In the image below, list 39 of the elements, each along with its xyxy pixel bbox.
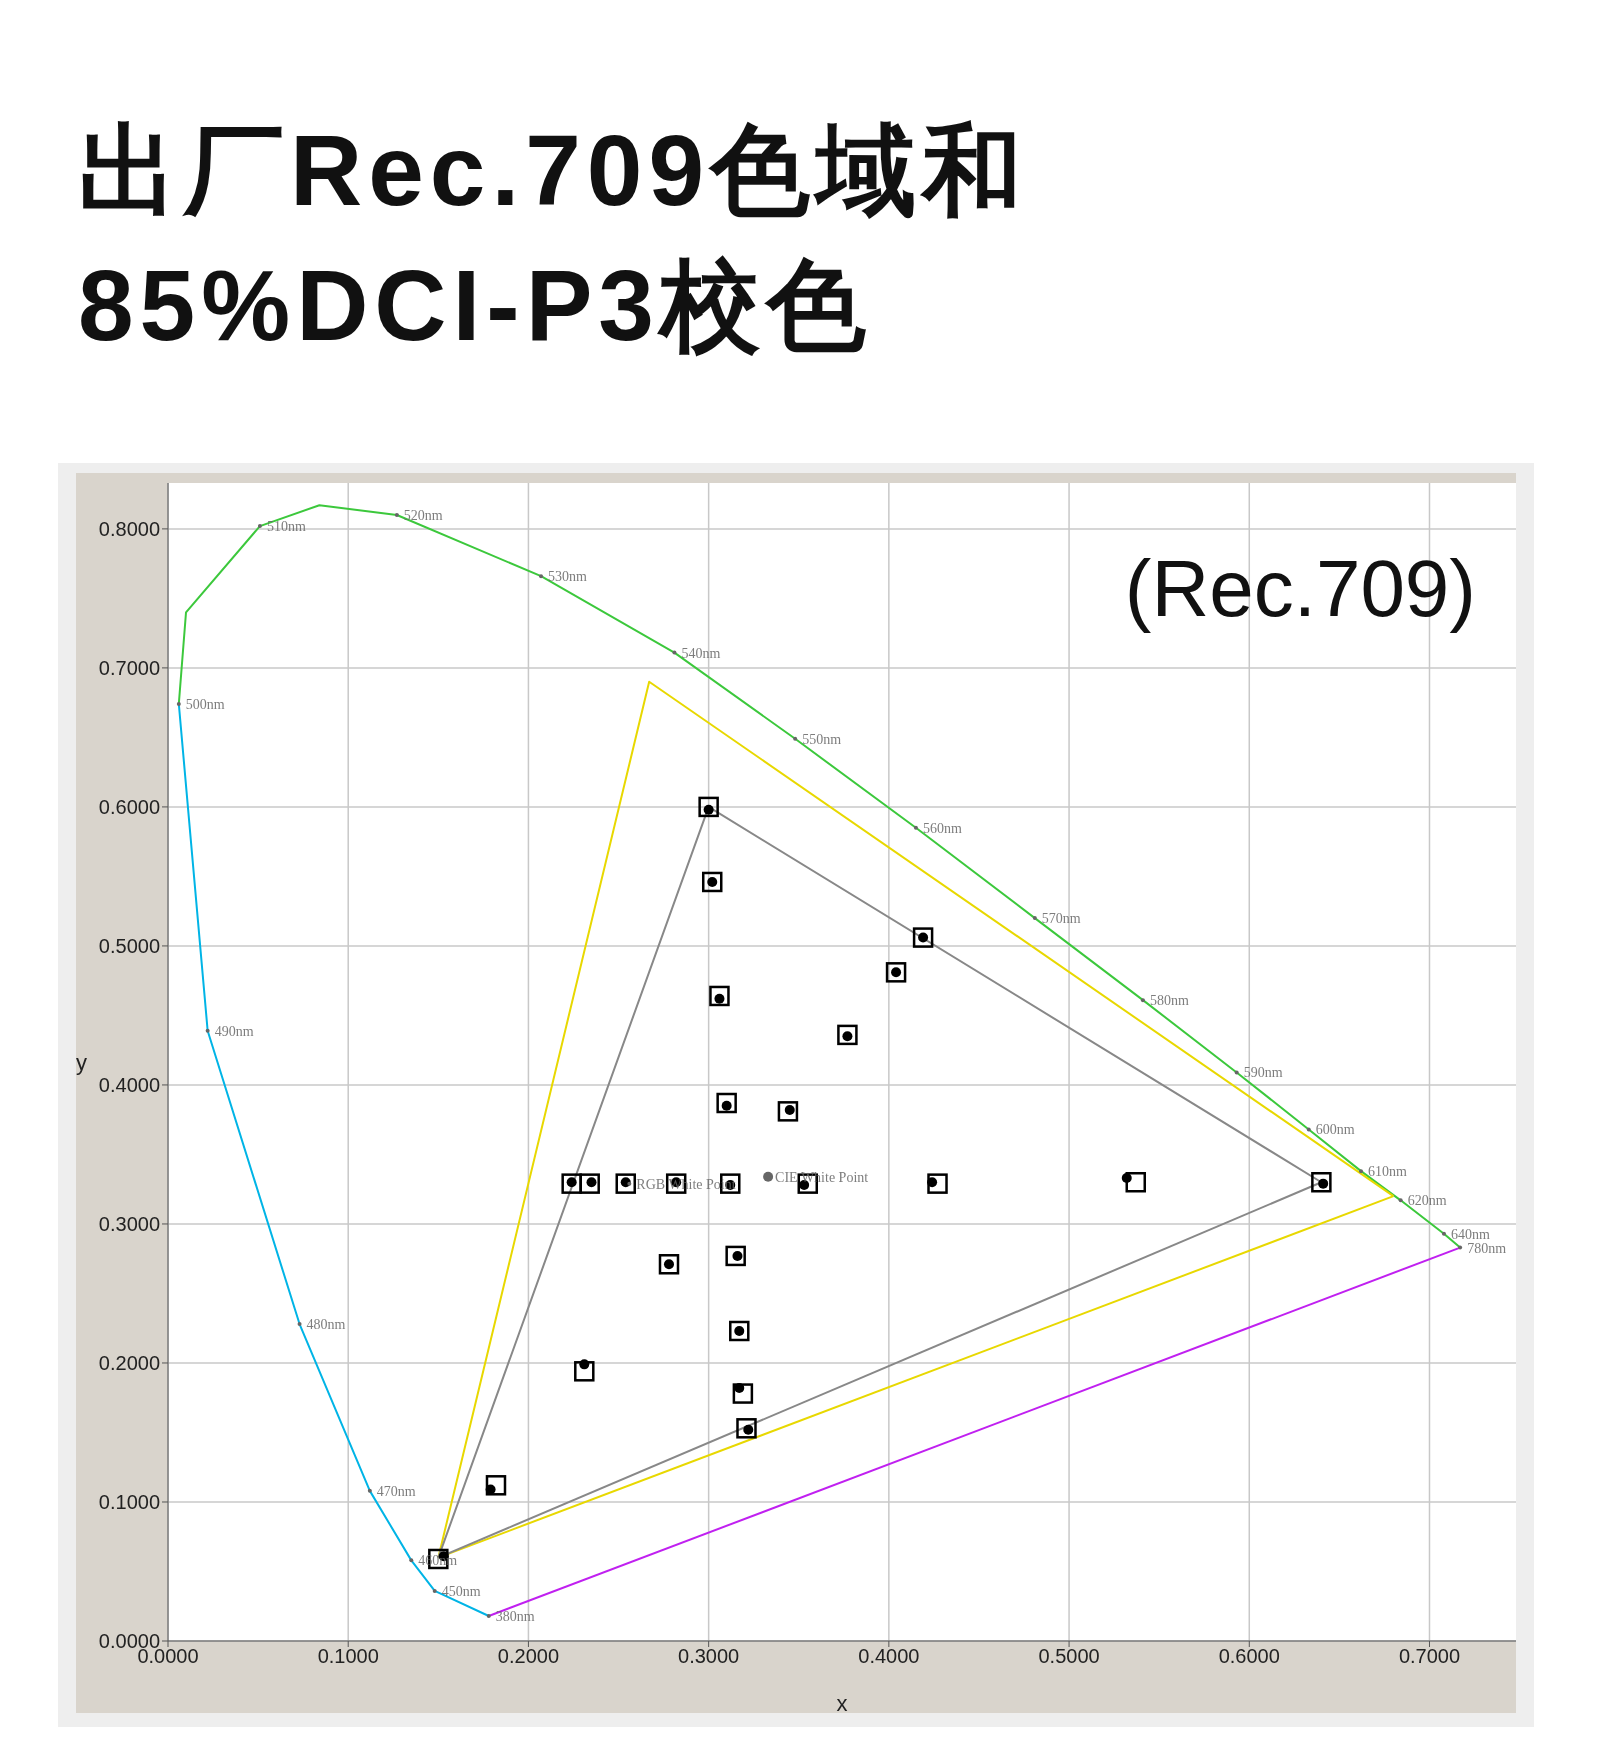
annotation: 520nm (403, 507, 443, 523)
y-tick-label: 0.3000 (98, 1213, 160, 1236)
y-tick-label: 0.1000 (98, 1491, 160, 1514)
annotation: (Rec.709) (1124, 543, 1476, 635)
annotation: 450nm (441, 1583, 481, 1599)
y-tick-label: 0.5000 (98, 935, 160, 958)
annotation: 570nm (1041, 911, 1081, 927)
annotation: 490nm (214, 1023, 254, 1039)
x-tick-label: 0.1000 (317, 1645, 379, 1668)
x-tick-label: 0.4000 (858, 1645, 920, 1668)
y-tick-label: 0.2000 (98, 1352, 160, 1375)
x-tick-label: 0.3000 (678, 1645, 740, 1668)
y-tick-label: 0.7000 (98, 656, 160, 679)
annotation: 540nm (681, 645, 721, 661)
annotation: 780nm (1467, 1240, 1507, 1256)
y-tick-label: 0.8000 (98, 517, 160, 540)
annotation: 480nm (306, 1317, 346, 1333)
annotation: 610nm (1368, 1164, 1408, 1180)
y-axis-title: y (76, 1049, 87, 1075)
y-tick-label: 0.6000 (98, 796, 160, 819)
annotation: 590nm (1243, 1065, 1283, 1081)
annotation: 560nm (922, 820, 962, 836)
x-tick-label: 0.2000 (497, 1645, 560, 1668)
x-tick-label: 0.6000 (1218, 1645, 1280, 1668)
annotation: 500nm (185, 697, 225, 712)
chart-title: 出厂Rec.709色域和 85%DCI-P3校色 (77, 113, 1030, 363)
annotation: 470nm (376, 1483, 416, 1499)
x-tick-label: 0.7000 (1398, 1645, 1461, 1668)
annotation: 600nm (1315, 1122, 1355, 1138)
annotation: 640nm (1450, 1226, 1490, 1242)
x-tick-label: 0.5000 (1038, 1645, 1100, 1668)
y-tick-label: 0.4000 (98, 1074, 160, 1097)
x-axis-title: x (836, 1691, 848, 1716)
annotation: 550nm (802, 731, 842, 747)
annotation: 510nm (266, 519, 306, 535)
annotation: 620nm (1407, 1193, 1447, 1209)
annotation: 530nm (548, 569, 588, 585)
annotation: 380nm (495, 1608, 535, 1624)
annotation: 580nm (1149, 993, 1189, 1009)
